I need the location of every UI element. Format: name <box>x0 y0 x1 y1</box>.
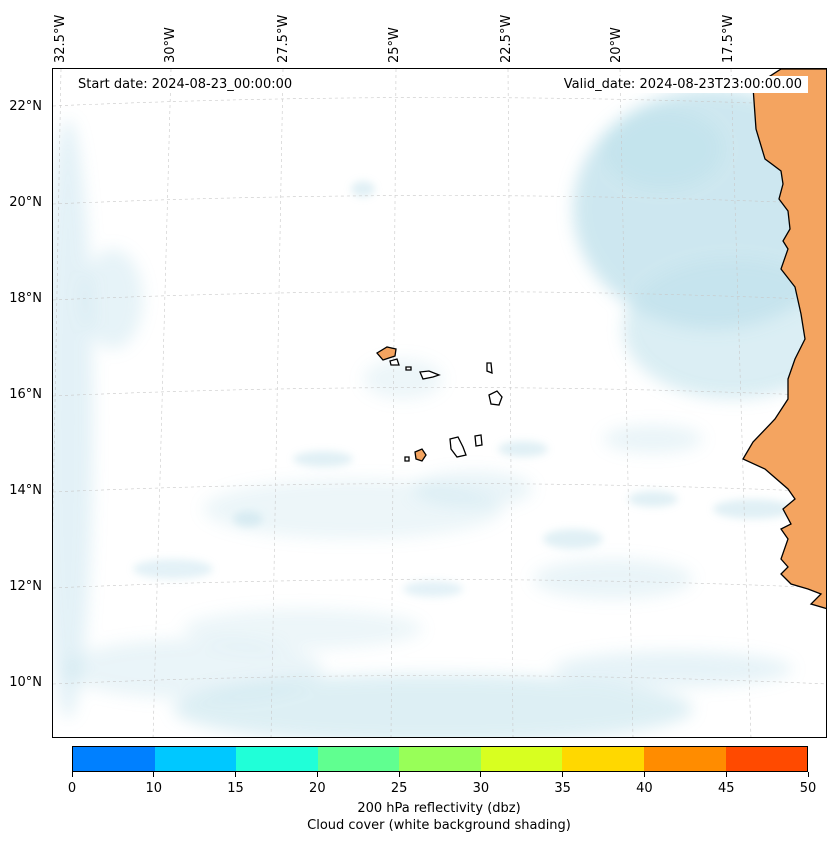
colorbar-tick-label: 25 <box>390 781 408 796</box>
maio-island <box>474 434 483 447</box>
colorbar-tick-label: 40 <box>636 781 653 796</box>
colorbar-tick <box>807 772 809 777</box>
lat-label-22n: 22°N <box>9 99 42 114</box>
colorbar-tick <box>71 772 73 777</box>
colorbar-tick <box>235 772 237 777</box>
colorbar-tick <box>562 772 564 777</box>
colorbar-tick <box>643 772 645 777</box>
santo-antao-island <box>376 346 397 361</box>
colorbar-segment <box>480 747 563 771</box>
cape-verde-islands <box>376 346 503 462</box>
santa-luzia-island <box>405 366 412 371</box>
colorbar-sublabel: Cloud cover (white background shading) <box>307 818 571 833</box>
lon-label-32-5w: 32.5°W <box>53 14 68 63</box>
colorbar-tick-label: 0 <box>67 781 77 796</box>
brava-island <box>404 456 410 462</box>
lon-label-30w: 30°W <box>163 27 178 63</box>
colorbar-tick-label: 20 <box>309 781 326 796</box>
lon-label-25w: 25°W <box>387 27 402 63</box>
lon-label-27-5w: 27.5°W <box>276 14 291 63</box>
reflectivity-colorbar <box>72 746 808 772</box>
colorbar-tick <box>398 772 400 777</box>
colorbar-tick <box>480 772 482 777</box>
colorbar-tick-label: 30 <box>472 781 490 796</box>
colorbar-segment <box>317 747 400 771</box>
colorbar-segment <box>399 747 481 771</box>
colorbar-tick <box>316 772 318 777</box>
lat-label-14n: 14°N <box>9 483 42 498</box>
boa-vista-island <box>488 390 503 406</box>
lon-label-17-5w: 17.5°W <box>721 14 736 63</box>
lat-label-20n: 20°N <box>9 195 42 210</box>
cloud-cover-shading <box>53 89 826 737</box>
fogo-island <box>414 448 427 462</box>
santiago-island <box>449 436 467 458</box>
sao-vicente-island <box>389 358 400 366</box>
africa-landmass <box>742 69 826 610</box>
colorbar-segment <box>562 747 644 771</box>
colorbar-label: 200 hPa reflectivity (dbz) <box>357 801 521 816</box>
colorbar-segment <box>643 747 726 771</box>
lat-label-10n: 10°N <box>9 675 42 690</box>
lat-label-18n: 18°N <box>9 291 42 306</box>
sao-nicolau-island <box>419 370 441 380</box>
valid-date-label: Valid_date: 2024-08-23T23:00:00.00 <box>557 76 808 93</box>
map-canvas <box>53 69 826 737</box>
colorbar-tick-label: 50 <box>799 781 817 796</box>
colorbar-tick-label: 10 <box>145 781 163 796</box>
colorbar-segment <box>73 747 155 771</box>
colorbar-tick-label: 45 <box>717 781 735 796</box>
lat-label-16n: 16°N <box>9 387 42 402</box>
colorbar-tick <box>153 772 155 777</box>
colorbar-tick-label: 35 <box>554 781 571 796</box>
colorbar-segment <box>725 747 808 771</box>
map-panel <box>52 68 827 738</box>
colorbar-segment <box>154 747 237 771</box>
sal-island <box>486 362 493 375</box>
colorbar-segment <box>236 747 318 771</box>
graticule-lines <box>53 69 826 737</box>
lon-label-20w: 20°W <box>609 27 624 63</box>
lon-label-22-5w: 22.5°W <box>499 14 514 63</box>
colorbar-tick <box>725 772 727 777</box>
colorbar-tick-label: 15 <box>227 781 244 796</box>
start-date-label: Start date: 2024-08-23_00:00:00 <box>72 76 299 93</box>
lat-label-12n: 12°N <box>9 579 42 594</box>
